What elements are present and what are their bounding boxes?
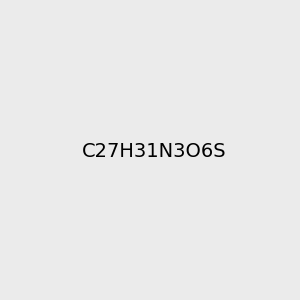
Text: C27H31N3O6S: C27H31N3O6S [81, 142, 226, 161]
